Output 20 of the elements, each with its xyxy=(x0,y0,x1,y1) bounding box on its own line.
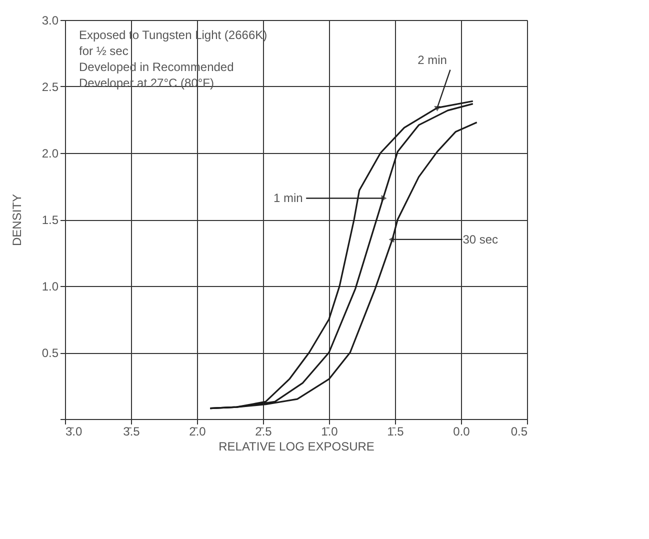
annotation: for ½ sec xyxy=(79,44,128,58)
y-tick-label: 1.5 xyxy=(42,213,59,227)
y-tick-label: 2.5 xyxy=(42,80,59,94)
y-axis-title: DENSITY xyxy=(10,194,24,246)
x-tick-label: 0.0 xyxy=(453,424,470,438)
annotation: 2 min xyxy=(418,52,447,67)
y-tick-label: 0.5 xyxy=(42,346,59,360)
y-tick-label: 2.0 xyxy=(42,146,59,160)
x-tick-label: 1̄.0 xyxy=(321,424,338,438)
x-axis-title: RELATIVE LOG EXPOSURE xyxy=(218,440,374,454)
y-tick-label: 1.0 xyxy=(42,280,59,294)
x-tick-label: 3̄.0 xyxy=(66,424,83,438)
x-tick-label: 3̄.5 xyxy=(123,424,140,438)
annotation: 30 sec xyxy=(462,232,498,246)
x-tick-label: 0.5 xyxy=(510,424,528,438)
x-tick-label: 1̄.5 xyxy=(387,424,404,438)
x-tick-label: 2̄.5 xyxy=(255,424,272,438)
y-tick-label: 3.0 xyxy=(42,14,59,28)
annotation: 1 min xyxy=(273,191,303,206)
x-tick-label: 2̄.0 xyxy=(189,424,206,438)
